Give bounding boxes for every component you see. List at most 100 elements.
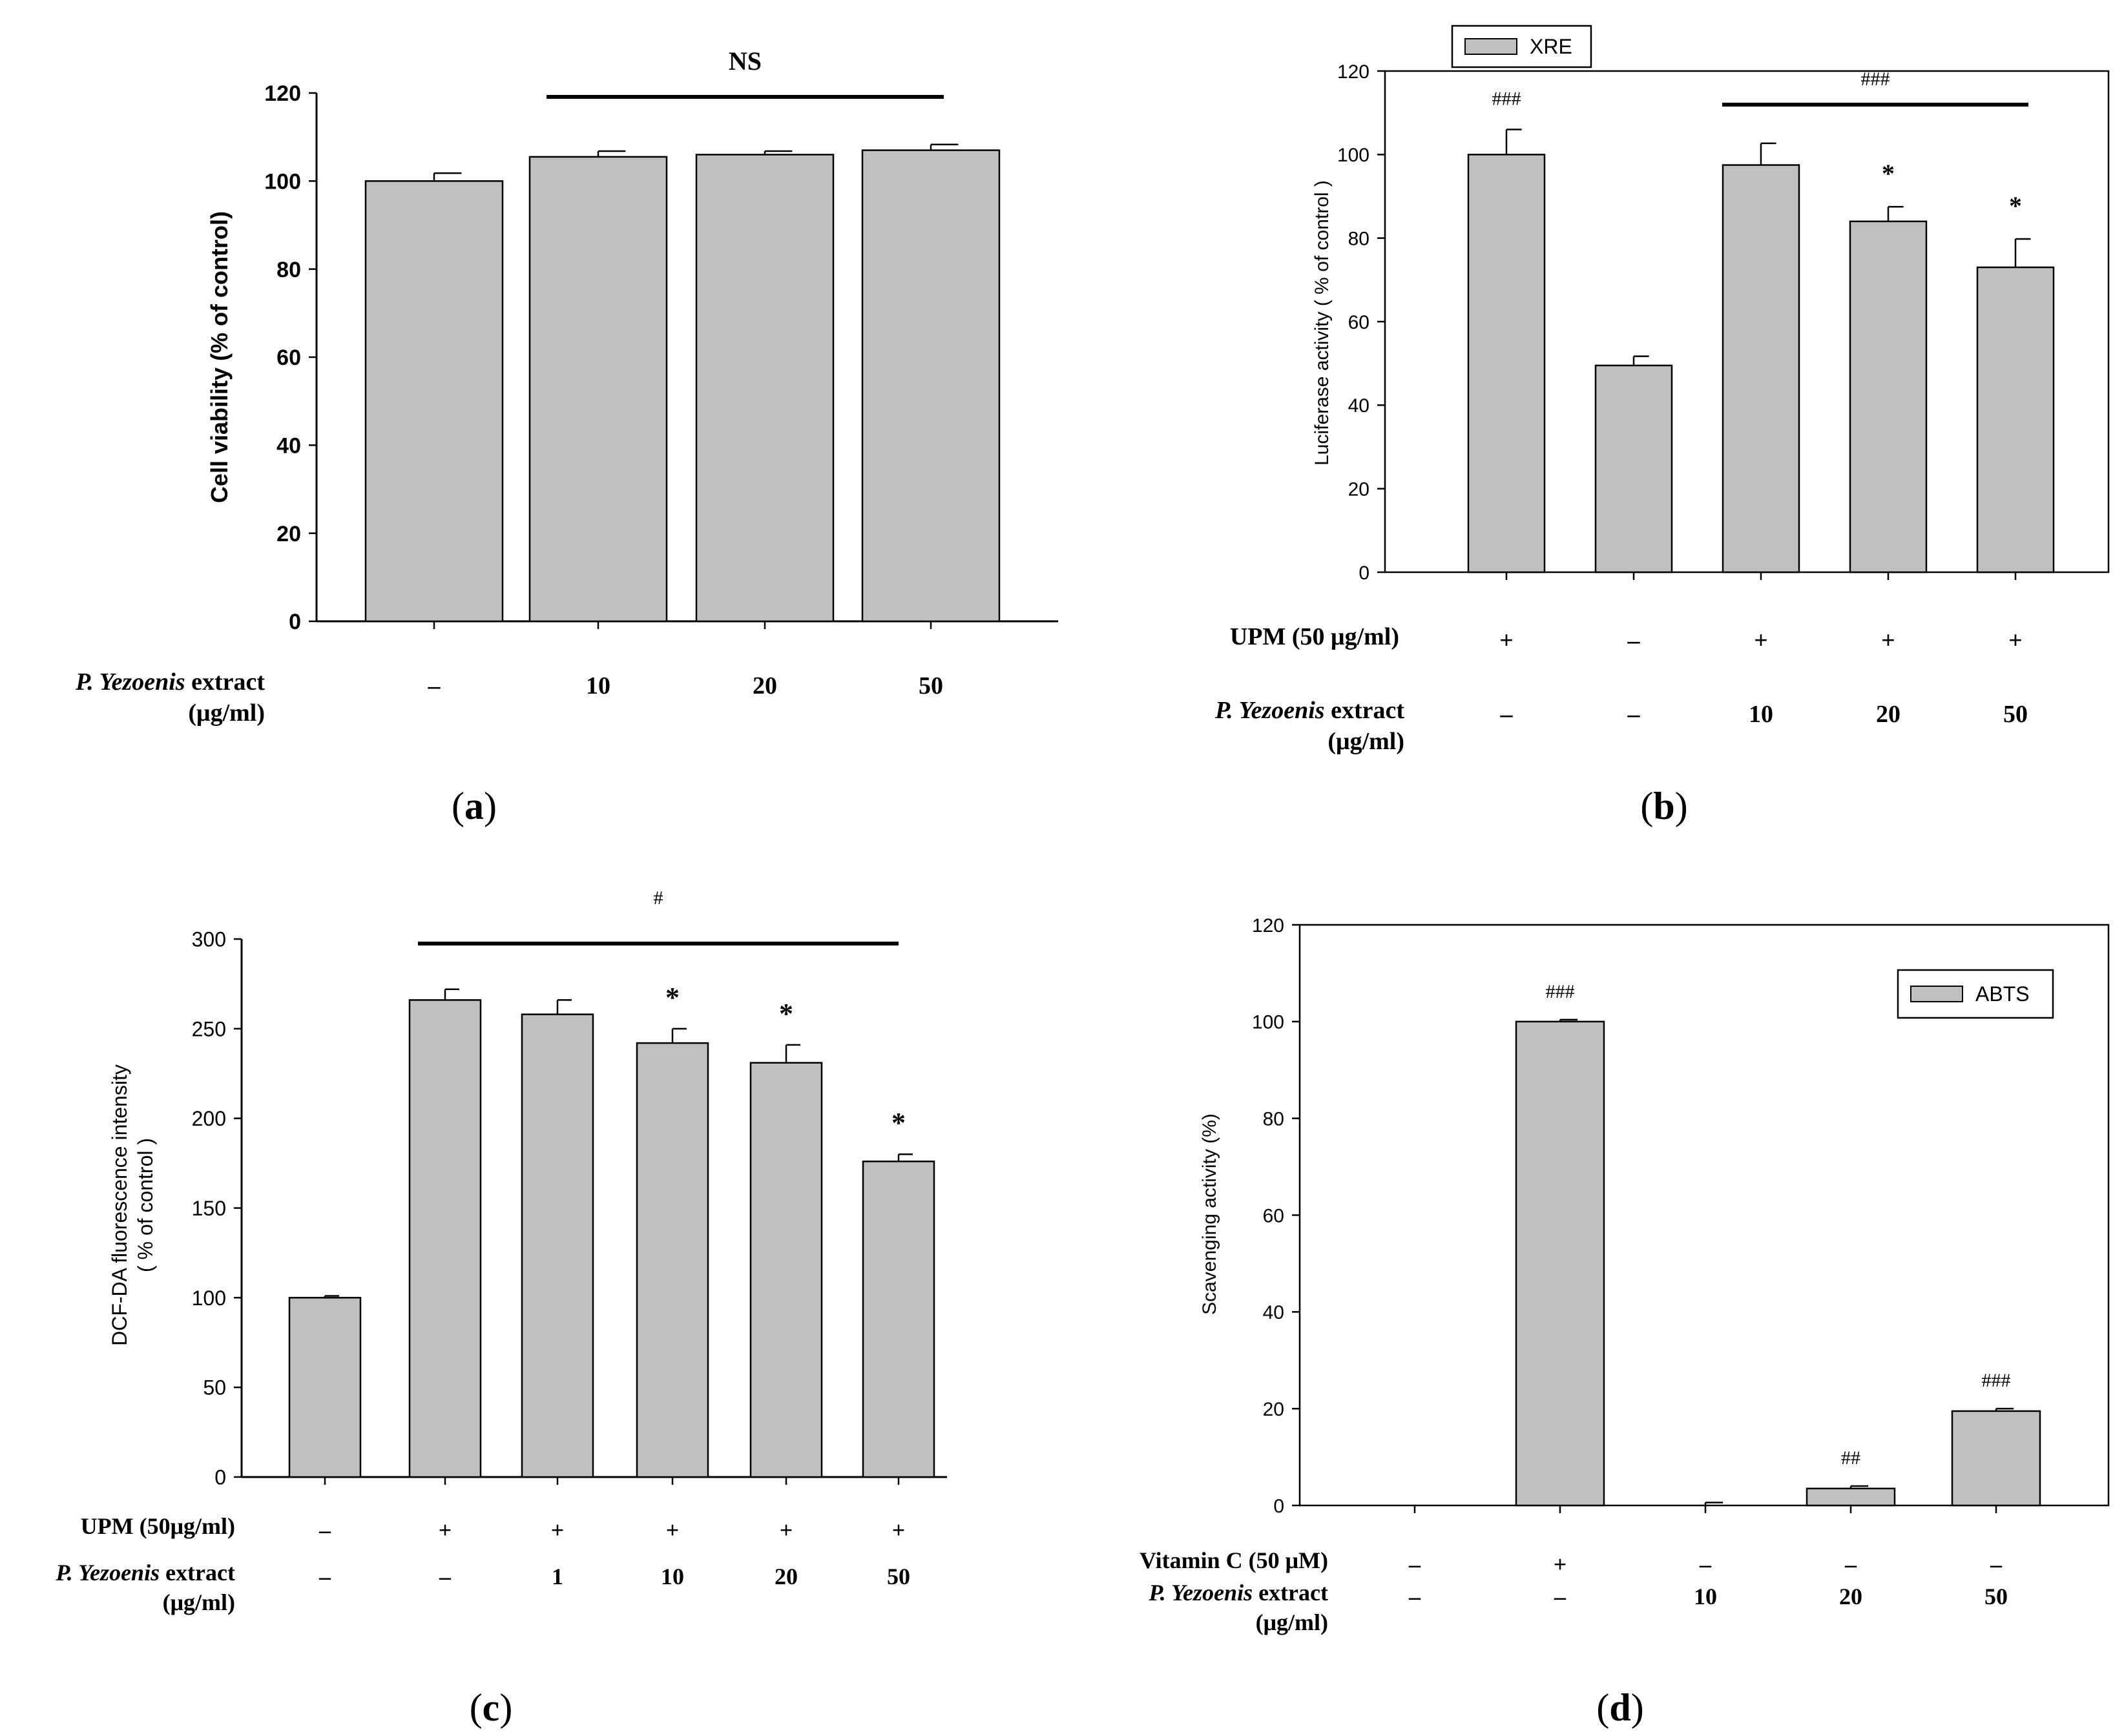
significance-mark: ### — [1982, 1370, 2011, 1391]
bar-1 — [288, 1297, 362, 1478]
y-tick-label: 60 — [1263, 1205, 1284, 1226]
treatment-row-label: UPM (50 μg/ml) — [1230, 623, 1399, 650]
panel-label-open: ( — [452, 785, 464, 827]
treatment-value: – — [1408, 1584, 1421, 1609]
y-tick-label: 40 — [1348, 395, 1369, 417]
panel-label: (d) — [1596, 1686, 1643, 1729]
treatment-value: + — [666, 1517, 680, 1543]
bar-4 — [636, 1042, 709, 1478]
bar-2 — [1515, 1020, 1605, 1507]
chart-panel-d: 0 20 40 60 80 100 120 Scavenging activity (%) ##… — [1140, 915, 2110, 1729]
treatment-row-unit: (μg/ml) — [1328, 728, 1404, 755]
treatment-row-label-part: UPM (50 μg/ml) — [1230, 623, 1399, 650]
treatment-row-unit: (μg/ml) — [188, 699, 265, 727]
bar-2 — [528, 156, 668, 623]
treatment-value: – — [428, 672, 441, 699]
bar-6 — [862, 1161, 935, 1478]
panel-label-letter: b — [1653, 785, 1674, 827]
treatment-value: + — [1554, 1551, 1567, 1577]
treatment-row-label: Vitamin C (50 μM) — [1140, 1547, 1328, 1573]
treatment-value: + — [892, 1517, 906, 1543]
treatment-row-label: P. Yezoenis extract — [1214, 697, 1404, 724]
treatment-row-label-part: P. Yezoenis — [75, 668, 185, 696]
bar-1 — [1467, 154, 1546, 574]
y-tick-label: 100 — [264, 170, 301, 194]
legend: XRE — [1451, 25, 1592, 68]
significance-mark: * — [891, 1107, 906, 1139]
treatment-value: – — [318, 1517, 331, 1543]
treatment-row-label-part: extract — [160, 1560, 235, 1586]
significance-mark: * — [665, 982, 680, 1013]
treatment-value: – — [1990, 1551, 2003, 1577]
y-tick-label: 20 — [1263, 1399, 1284, 1420]
treatment-row-label: P. Yezoenis extract — [1148, 1580, 1328, 1606]
treatment-value: 20 — [753, 672, 777, 699]
panel-label-open: ( — [1640, 785, 1653, 827]
treatment-value: + — [1499, 627, 1514, 654]
y-tick-label: 150 — [192, 1197, 226, 1220]
panel-label-letter: c — [483, 1686, 500, 1729]
treatment-row-label: UPM (50μg/ml) — [81, 1513, 235, 1539]
chart-panel-b: 0 20 40 60 80 100 120 Luciferase activity ( % o… — [1214, 25, 2110, 827]
treatment-value: – — [1699, 1551, 1712, 1577]
significance-mark: ### — [1546, 981, 1575, 1002]
treatment-value: – — [1500, 701, 1514, 728]
panel-label: (a) — [452, 785, 497, 827]
bar-5 — [1976, 266, 2055, 574]
treatment-value: 50 — [887, 1564, 910, 1589]
panel-label-close: ) — [1675, 785, 1688, 827]
y-axis-label: Scavenging activity (%) — [1199, 1113, 1220, 1315]
bar-5 — [1951, 1410, 2041, 1507]
panel-label-close: ) — [1631, 1686, 1644, 1729]
treatment-row: UPM (50 μg/ml) + – + + + — [1230, 623, 2023, 654]
y-tick-label: 80 — [1348, 228, 1369, 249]
treatment-value: – — [1627, 627, 1641, 654]
treatment-value: + — [439, 1517, 452, 1543]
y-tick-label: 0 — [1273, 1496, 1284, 1517]
treatment-row-label-part: P. Yezoenis — [1148, 1580, 1253, 1606]
treatment-value: 1 — [552, 1564, 563, 1589]
treatment-value: 10 — [586, 672, 610, 699]
panel-label-letter: d — [1609, 1686, 1630, 1729]
bar-2 — [408, 999, 482, 1478]
y-tick-label: 0 — [289, 610, 301, 634]
y-tick-label: 60 — [276, 346, 301, 370]
y-tick-label: 0 — [214, 1466, 226, 1489]
y-axis-label: DCF-DA fluorescence intensity — [108, 1064, 131, 1346]
legend-swatch — [1464, 38, 1517, 55]
bar-4 — [1806, 1487, 1896, 1507]
significance-mark: ## — [1841, 1447, 1860, 1469]
bar-3 — [1722, 164, 1800, 574]
panel-label: (b) — [1640, 785, 1687, 827]
significance-bracket-label: ### — [1861, 68, 1890, 90]
bar-3 — [521, 1013, 594, 1478]
treatment-value: 20 — [1839, 1584, 1862, 1609]
treatment-value: – — [1844, 1551, 1857, 1577]
y-tick-label: 120 — [1252, 915, 1284, 936]
panel-label-letter: a — [464, 785, 484, 827]
y-tick-label: 80 — [276, 258, 301, 282]
bar-5 — [749, 1062, 823, 1478]
treatment-value: 50 — [919, 672, 943, 699]
treatment-row-label-part: Vitamin C (50 μM) — [1140, 1547, 1328, 1573]
treatment-row-unit: (μg/ml) — [1256, 1609, 1328, 1635]
treatment-value: 20 — [1876, 701, 1900, 728]
treatment-row: P. Yezoenis extract (μg/ml) – – 10 20 50 — [1148, 1580, 2008, 1635]
y-tick-label: 120 — [264, 81, 301, 106]
treatment-row: P. Yezoenis extract (μg/ml) – – 1 10 20 50 — [55, 1560, 910, 1615]
chart-panel-a: 0 20 40 60 80 100 120 Cell viability (% of cont… — [75, 46, 1058, 827]
y-axis-label: Cell viability (% of control) — [206, 211, 233, 503]
treatment-row-label-part: extract — [185, 668, 266, 696]
significance-bracket-label: NS — [729, 46, 762, 76]
bar-4 — [1849, 220, 1928, 574]
treatment-row-label-part: P. Yezoenis — [55, 1560, 160, 1586]
treatment-value: + — [2008, 627, 2023, 654]
legend-label: ABTS — [1975, 982, 2030, 1006]
panel-label: (c) — [470, 1686, 513, 1729]
significance-mark: ### — [1492, 88, 1521, 110]
treatment-value: + — [780, 1517, 793, 1543]
y-tick-label: 0 — [1359, 563, 1369, 584]
panel-label-close: ) — [499, 1686, 512, 1729]
treatment-value: + — [1881, 627, 1895, 654]
